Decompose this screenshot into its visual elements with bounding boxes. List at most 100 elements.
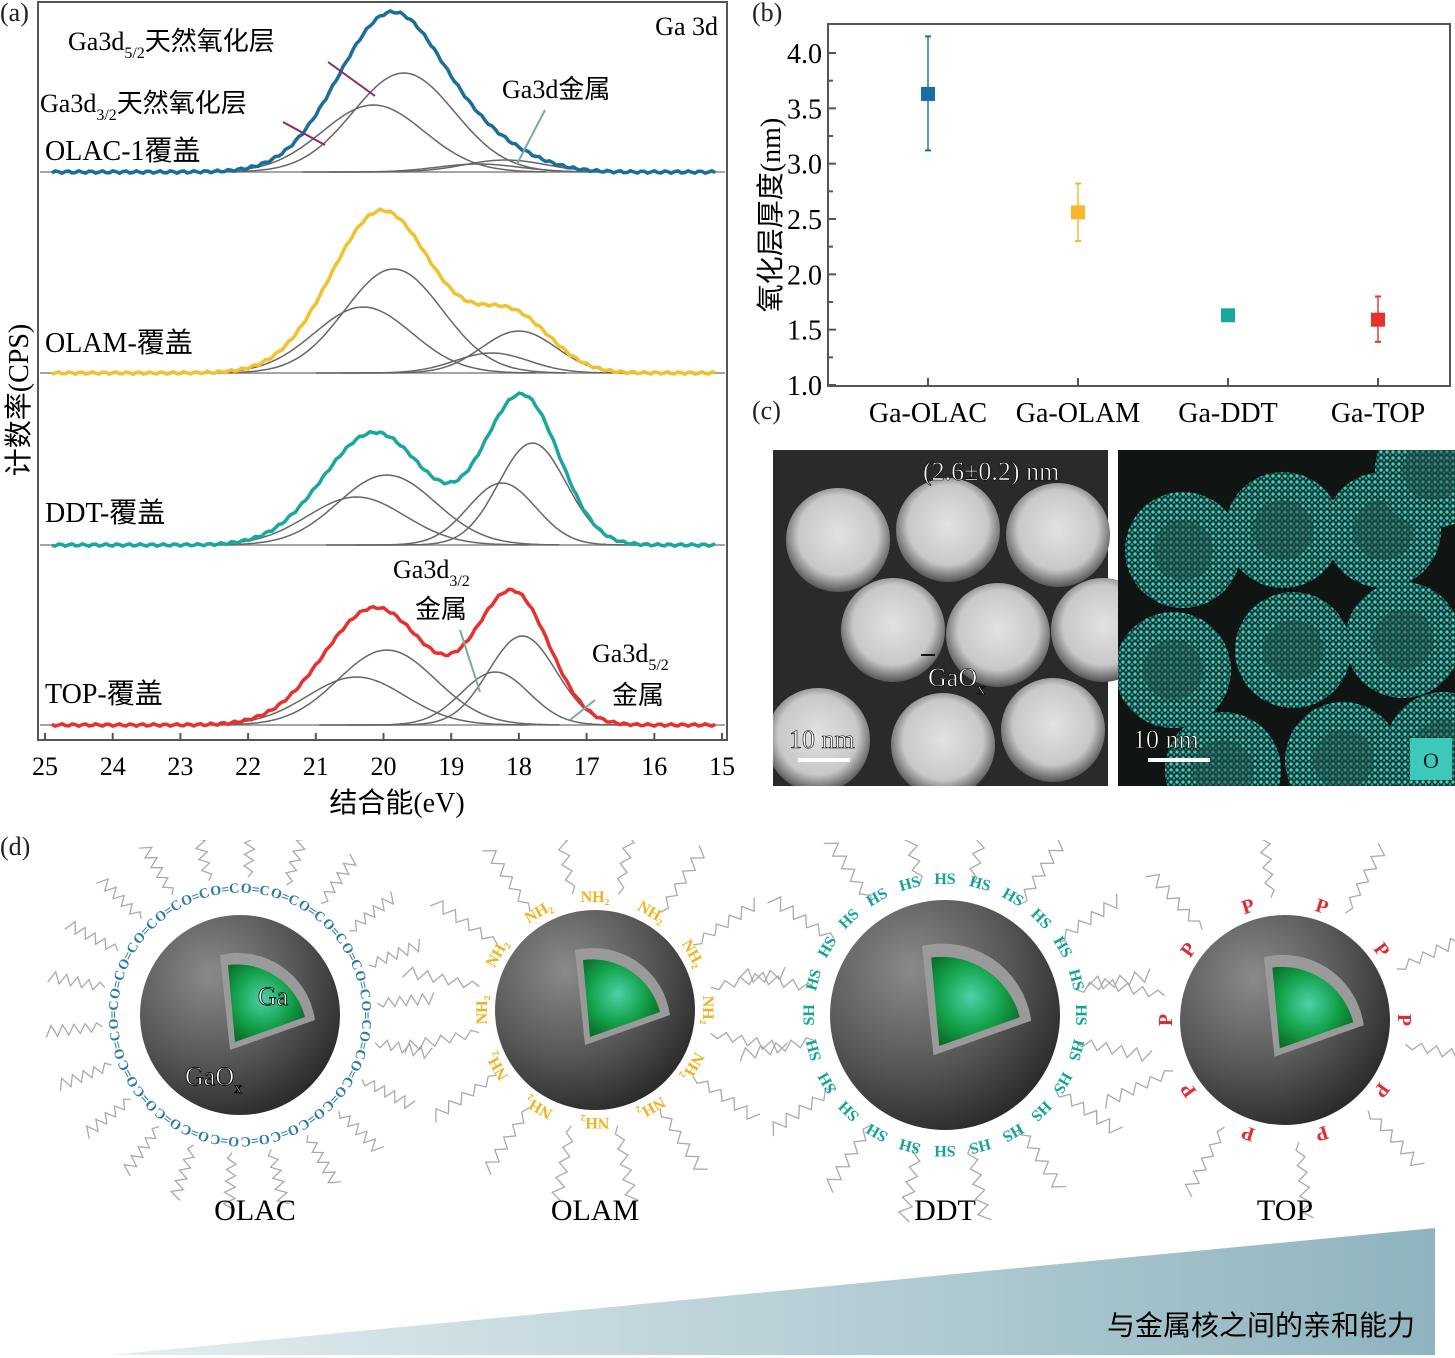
alkyl-chain (284, 840, 307, 886)
alkyl-chain (897, 1144, 921, 1223)
oxide-thickness-caption: (2.6±0.2) nm (923, 457, 1059, 486)
ligand-group: HS (815, 934, 840, 961)
alkyl-chain (1396, 937, 1455, 970)
alkyl-chain (404, 1029, 480, 1054)
x-tick-label: 20 (371, 752, 397, 781)
ligand-group: O=C (295, 1104, 327, 1133)
ligand-group: O=C (115, 1057, 142, 1090)
gallium-core (931, 956, 1020, 1047)
series-label: OLAC-1覆盖 (45, 135, 201, 167)
alkyl-chain (693, 897, 755, 946)
ligand-group: O=C (210, 881, 241, 899)
fit-component (180, 496, 530, 546)
fit-component (326, 482, 675, 546)
alkyl-chain (614, 1125, 639, 1201)
alkyl-chain (904, 840, 923, 885)
x-tick-label: 23 (167, 752, 193, 781)
fit-component (217, 268, 567, 374)
data-points (921, 35, 1385, 343)
chart-title: Ga 3d (655, 12, 718, 41)
alkyl-chain (557, 840, 576, 895)
annotation-metal-52-tail: 金属 (612, 681, 664, 710)
gallium-core (228, 964, 305, 1042)
ligand-group: P (1313, 894, 1331, 919)
ligand-group: SH (835, 1097, 863, 1125)
panel-label-d: (d) (0, 832, 31, 861)
alkyl-chain (242, 840, 256, 878)
ligand-group: HS (999, 1120, 1026, 1145)
alkyl-chain (320, 853, 357, 904)
x-tick-label: Ga-TOP (1331, 398, 1425, 429)
alkyl-chain (1345, 842, 1386, 914)
alkyl-chain (484, 1107, 530, 1176)
ligand-group: P (1369, 939, 1394, 962)
y-axis-label: 计数率(CPS) (3, 324, 35, 476)
ligand-group: HS (1027, 906, 1054, 933)
ligand-group: HS (1065, 1038, 1087, 1063)
x-axis-label: 结合能(eV) (329, 787, 464, 819)
x-tick-label: 18 (506, 752, 532, 781)
alkyl-chain (85, 1098, 131, 1139)
ligand-group: O=C (210, 1130, 241, 1148)
y-tick-label: 2.0 (787, 260, 822, 291)
ligand-group: SH (801, 1004, 818, 1026)
ligand-group: HS (1027, 1097, 1054, 1124)
ligand-group: O=C (107, 1029, 129, 1061)
measured-spectrum (50, 587, 717, 729)
fit-component (319, 671, 668, 726)
fit-component (197, 104, 547, 173)
ligand-group: HS (967, 1135, 992, 1157)
ligand-group: HS (1050, 934, 1075, 961)
scale-bar-left (798, 758, 850, 762)
alkyl-chain (660, 844, 706, 913)
series-label: DDT-覆盖 (45, 497, 165, 529)
fit-component (210, 649, 560, 726)
ligand-group: NH₂ (474, 995, 491, 1024)
series-label: OLAM-覆盖 (45, 327, 193, 359)
measured-spectrum (51, 391, 716, 549)
series-label: TOP-覆盖 (45, 678, 163, 710)
alkyl-chain (1074, 1039, 1153, 1063)
alkyl-chain (349, 891, 395, 932)
alkyl-chain (1055, 893, 1118, 943)
alkyl-chain (139, 846, 174, 895)
panel-label-a: (a) (0, 0, 29, 27)
alkyl-chain (1405, 1042, 1455, 1058)
tem-images: (2.6±0.2) nm GaOx 10 nm 10 nm O (773, 450, 1455, 786)
data-point-ga-olam (1071, 205, 1085, 220)
particle-label: TOP (1257, 1194, 1313, 1227)
alkyl-chain (374, 1039, 433, 1060)
alkyl-chain (1184, 1126, 1225, 1198)
ligand-group: SH (863, 1119, 890, 1145)
alkyl-chain (1087, 975, 1165, 998)
annotation-oxide-32: Ga3d3/2天然氧化层 (40, 89, 247, 124)
ligand-group: O=C (240, 881, 271, 899)
scale-bar-label-left: 10 nm (789, 725, 855, 754)
shell-label: GaOx (185, 1062, 242, 1097)
alkyl-chain (435, 1074, 497, 1123)
fit-component (342, 330, 692, 374)
ligand-group: P (1393, 1014, 1415, 1026)
particle-label: DDT (914, 1194, 976, 1227)
y-axis-ticks: 1.0 1.5 2.0 2.5 3.0 3.5 4.0 Ga-OLAC Ga-OLAM Ga-DD… (787, 39, 1425, 429)
alkyl-chain (45, 1022, 103, 1038)
y-axis-label: 氧化层厚度(nm) (755, 118, 787, 312)
x-tick-label: Ga-DDT (1178, 398, 1278, 429)
x-tick-label: 24 (100, 752, 126, 781)
ligand-group: HS (1072, 1004, 1089, 1025)
ligand-group: HS (836, 906, 863, 933)
alkyl-chain (194, 840, 213, 881)
ligand-group: O=C (153, 897, 185, 926)
data-point-ga-top (1371, 312, 1385, 327)
alkyl-chain (1259, 840, 1275, 899)
ligand-group: NH₂ (699, 996, 716, 1025)
measured-spectrum (50, 9, 717, 176)
ligand-group: O=C (351, 969, 373, 1001)
y-tick-label: 1.5 (787, 316, 822, 347)
particle-label: OLAC (214, 1194, 296, 1227)
ligand-group: P (1313, 1121, 1331, 1146)
fit-component (227, 72, 577, 173)
ligand-group: HS (1050, 1069, 1075, 1096)
fit-component (315, 352, 665, 374)
alkyl-chain (338, 1111, 385, 1153)
